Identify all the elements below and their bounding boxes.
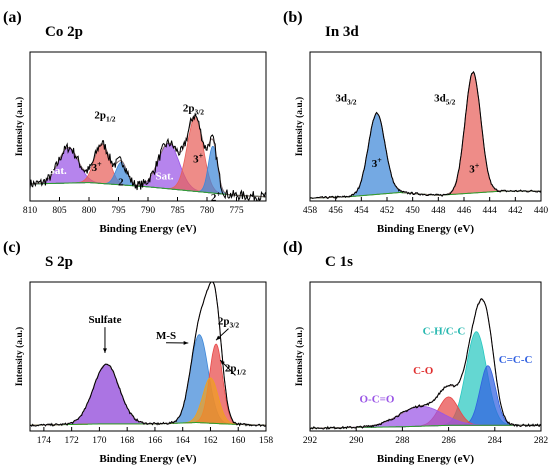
- peak-annotation: 2p3/2: [218, 316, 239, 330]
- peak-2p3-2: [30, 343, 266, 426]
- envelope-line: [310, 72, 541, 199]
- x-tick-label: 288: [395, 436, 410, 446]
- peak-state-label: Sat.: [156, 171, 174, 183]
- x-tick-label: 172: [65, 436, 80, 446]
- x-tick-label: 162: [203, 436, 218, 446]
- x-tick-label: 810: [23, 206, 38, 216]
- x-tick-label: 284: [488, 436, 503, 446]
- y-axis-label: Intensity (a.u.): [14, 327, 25, 386]
- peak-annotation: C=C-C: [499, 354, 533, 366]
- x-tick-label: 785: [170, 206, 185, 216]
- peak-annotation: C-H/C-C: [423, 326, 466, 338]
- peak-state-label: 2: [118, 176, 124, 188]
- peak-annotation: M-S: [156, 330, 176, 342]
- xps-panel-3: 174 172 170 168 166 164 162 160 158 Binding Energ…: [3, 239, 273, 465]
- plot-frame: [29, 281, 267, 432]
- x-tick-label: 158: [259, 436, 274, 446]
- plot-frame: [309, 51, 542, 202]
- x-tick-label: 452: [380, 206, 395, 216]
- x-tick-label: 800: [82, 206, 97, 216]
- raw-data-line: [30, 282, 266, 428]
- peak-annotation: 2p3/2: [183, 103, 204, 117]
- panel-title: C 1s: [325, 254, 353, 270]
- x-axis-label: Binding Energy (eV): [99, 453, 197, 465]
- peak-state-label: 2+: [211, 190, 222, 204]
- panel-title: In 3d: [325, 24, 359, 40]
- peak-annotation: 3d5/2: [434, 93, 455, 107]
- peak-state-label: 3+: [92, 160, 103, 174]
- panel-label: (c): [3, 239, 21, 256]
- panel-title: S 2p: [45, 254, 73, 270]
- x-tick-label: 292: [303, 436, 318, 446]
- raw-data-line: [310, 298, 541, 431]
- xps-panel-1: 810 805 800 795 790 785 780 775 Binding Energy (…: [3, 9, 267, 235]
- x-tick-label: 456: [329, 206, 344, 216]
- x-tick-label: 444: [483, 206, 498, 216]
- arrow-head: [103, 348, 107, 353]
- peak-annotation: 2p1/2: [225, 362, 246, 376]
- x-tick-label: 442: [508, 206, 523, 216]
- arrow-head: [216, 335, 221, 341]
- x-tick-label: 440: [534, 206, 549, 216]
- x-tick-label: 286: [441, 436, 456, 446]
- x-tick-label: 775: [229, 206, 244, 216]
- x-tick-label: 790: [141, 206, 156, 216]
- panel-label: (a): [3, 9, 22, 26]
- plot-area: [310, 70, 541, 200]
- peak-3-: [310, 72, 541, 199]
- x-tick-label: 450: [406, 206, 421, 216]
- panel-label: (b): [283, 9, 303, 26]
- x-axis-label: Binding Energy (eV): [377, 223, 475, 235]
- peak-3-: [310, 113, 541, 199]
- raw-data-line: [30, 112, 266, 201]
- x-tick-label: 166: [148, 436, 163, 446]
- x-tick-label: 160: [231, 436, 246, 446]
- raw-data-line: [310, 70, 541, 200]
- x-tick-label: 174: [37, 436, 52, 446]
- x-tick-label: 290: [349, 436, 364, 446]
- arrow-head: [220, 360, 225, 365]
- x-tick-label: 170: [92, 436, 107, 446]
- x-tick-label: 168: [120, 436, 135, 446]
- y-axis-label: Intensity (a.u.): [294, 327, 305, 386]
- peak-annotation: Sulfate: [88, 314, 121, 326]
- peak-annotation: 2p1/2: [94, 110, 115, 124]
- x-tick-label: 780: [200, 206, 215, 216]
- y-axis-label: Intensity (a.u.): [294, 97, 305, 156]
- panel-title: Co 2p: [45, 24, 83, 40]
- x-tick-label: 805: [52, 206, 67, 216]
- x-tick-label: 454: [354, 206, 369, 216]
- x-tick-label: 458: [303, 206, 318, 216]
- peak-m-s: [30, 334, 266, 426]
- peak-state-label: 3+: [193, 152, 204, 166]
- x-tick-label: 448: [431, 206, 446, 216]
- x-tick-label: 282: [534, 436, 549, 446]
- peak-annotation: 3d3/2: [335, 93, 356, 107]
- arrow-head: [183, 341, 189, 345]
- peak-state-label: 3+: [469, 162, 480, 176]
- xps-panel-4: 292 290 288 286 284 282 Binding Energy (eV) Int…: [283, 239, 548, 465]
- panel-label: (d): [283, 239, 303, 256]
- x-axis-label: Binding Energy (eV): [377, 453, 475, 465]
- x-tick-label: 795: [111, 206, 126, 216]
- plot-frame: [309, 281, 542, 432]
- peak-annotation: C-O: [413, 365, 434, 377]
- x-tick-label: 446: [457, 206, 472, 216]
- peak-state-label: Sat.: [49, 165, 67, 177]
- y-axis-label: Intensity (a.u.): [14, 97, 25, 156]
- x-axis-label: Binding Energy (eV): [99, 223, 197, 235]
- peak-state-label: 3+: [372, 156, 383, 170]
- plot-area: [30, 282, 266, 428]
- envelope-line: [30, 282, 266, 426]
- peak-annotation: O-C=O: [359, 394, 394, 406]
- plot-area: [310, 298, 541, 431]
- xps-panel-2: 458 456 454 452 450 448 446 444 442 440 Binding En…: [283, 9, 548, 235]
- plot-area: [30, 112, 266, 201]
- x-tick-label: 164: [176, 436, 191, 446]
